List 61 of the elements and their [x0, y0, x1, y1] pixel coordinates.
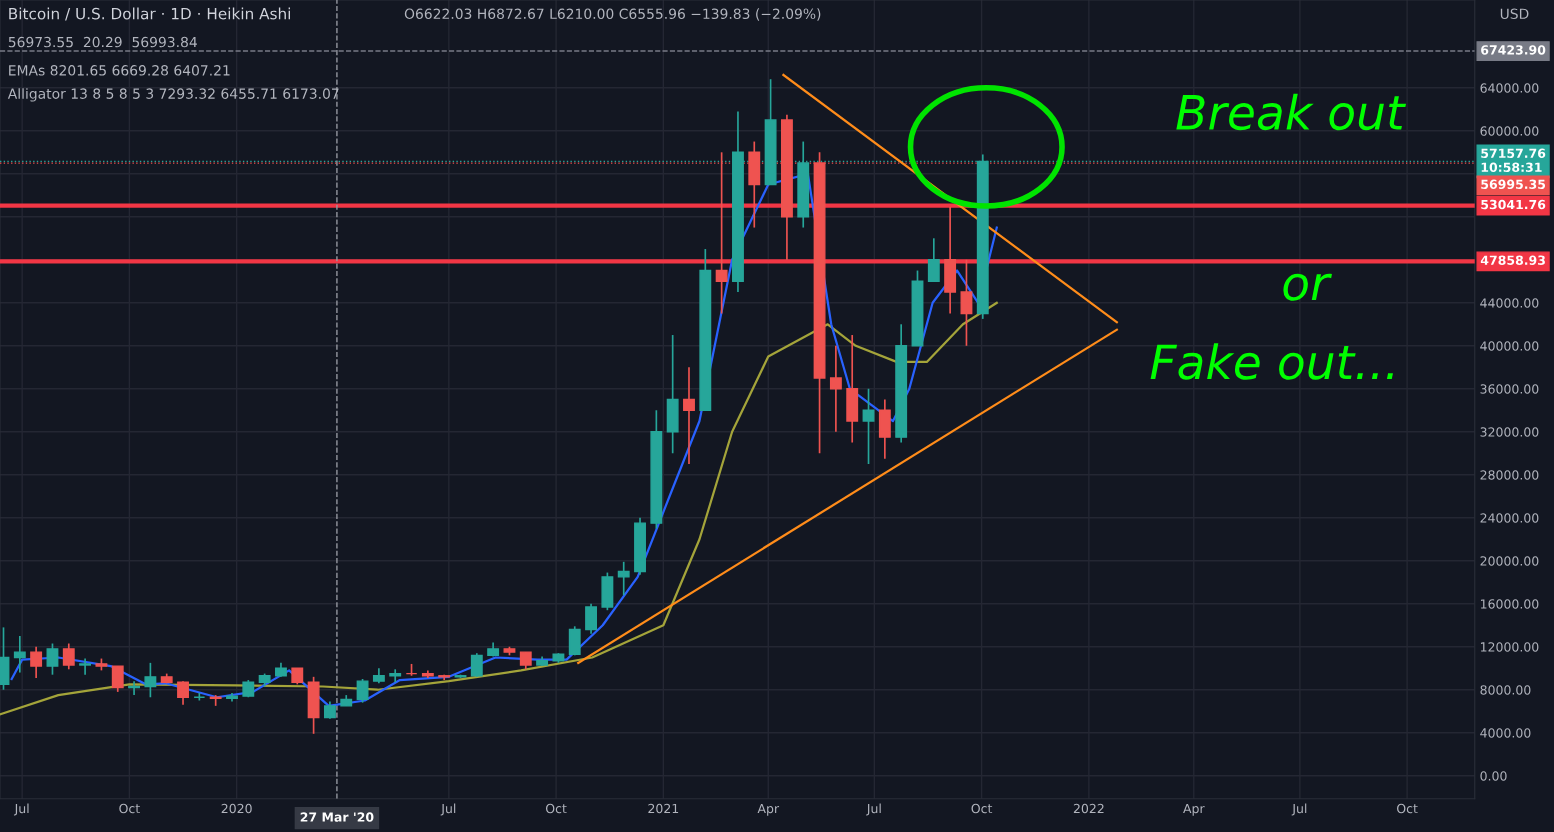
x-tick-label: Jul — [1291, 803, 1307, 816]
ref-line-label: 27 Mar '20 — [300, 812, 374, 822]
x-tick-label: Oct — [1397, 803, 1418, 814]
annotation: EMAs 8201.65 6669.28 6407.21 — [9, 65, 230, 76]
y-tick-label: 60000.00 — [1480, 126, 1539, 136]
y-tick-label: 64000.00 — [1480, 83, 1539, 93]
x-tick-label: 2021 — [648, 803, 679, 814]
x-tick-label: Oct — [119, 803, 140, 814]
candlestick — [46, 642, 59, 676]
x-tick-label: Apr — [757, 803, 780, 816]
x-tick-label: Apr — [1183, 803, 1205, 816]
annotation: Break out — [1176, 93, 1407, 131]
candlestick — [79, 657, 92, 676]
candlestick — [617, 560, 630, 596]
candlestick — [829, 344, 842, 433]
candlestick — [13, 635, 26, 674]
ref-line-label: 47858.93 — [1480, 255, 1545, 265]
y-tick-label: 24000.00 — [1480, 513, 1539, 523]
ref-line-label: 53041.76 — [1481, 199, 1546, 210]
candlestick — [30, 645, 43, 679]
candlestick — [960, 258, 973, 347]
candlestick — [144, 662, 157, 699]
candlestick — [389, 668, 402, 684]
x-tick-label: Jul — [440, 803, 456, 816]
candlestick — [470, 652, 483, 678]
y-tick-label: 0.00 — [1480, 771, 1507, 781]
text: USD — [1500, 8, 1529, 20]
y-tick-label: 36000.00 — [1480, 384, 1539, 394]
ref-line-label: 57157.76 10:58:31 — [1481, 148, 1546, 172]
annotation: Alligator 13 8 5 8 5 3 7293.32 6455.71 6173.07 — [7, 88, 339, 102]
ref-line-label: 67423.90 — [1481, 45, 1546, 55]
y-tick-label: 12000.00 — [1480, 642, 1539, 652]
candlestick — [111, 665, 124, 693]
annotation: 56973.55 20.29 56993.84 — [8, 36, 197, 48]
x-tick-label: Oct — [971, 803, 993, 814]
candlestick — [927, 237, 940, 283]
candlestick — [356, 678, 369, 704]
annotation: or — [1283, 273, 1332, 301]
y-tick-label: 4000.00 — [1480, 728, 1531, 738]
x-tick-label: 2022 — [1073, 803, 1104, 814]
y-tick-label: 28000.00 — [1480, 470, 1539, 480]
ref-line-label: 56995.35 — [1481, 179, 1546, 189]
y-tick-label: 44000.00 — [1480, 298, 1539, 308]
candlestick — [62, 642, 75, 671]
chart-title: Bitcoin / U.S. Dollar · 1D · Heikin Ashi — [9, 7, 291, 21]
y-tick-label: 8000.00 — [1480, 685, 1531, 695]
y-tick-label: 32000.00 — [1480, 427, 1539, 437]
x-tick-label: 2020 — [221, 803, 252, 814]
candlestick — [177, 680, 189, 706]
y-tick-label: 16000.00 — [1480, 599, 1539, 609]
y-tick-label: 40000.00 — [1480, 341, 1539, 351]
candlestick — [585, 602, 598, 635]
candlestick — [862, 387, 875, 465]
x-tick-label: Jul — [13, 803, 29, 816]
annotation: Fake out... — [1150, 343, 1393, 380]
x-tick-label: Jul — [866, 803, 881, 816]
y-tick-label: 20000.00 — [1480, 556, 1539, 566]
x-tick-label: Oct — [545, 803, 567, 814]
annotation: O6622.03 H6872.67 L6210.00 C6555.96 −139.83 (−2.09%) — [404, 8, 821, 21]
candlestick — [683, 366, 695, 465]
line-series — [0, 301, 998, 716]
